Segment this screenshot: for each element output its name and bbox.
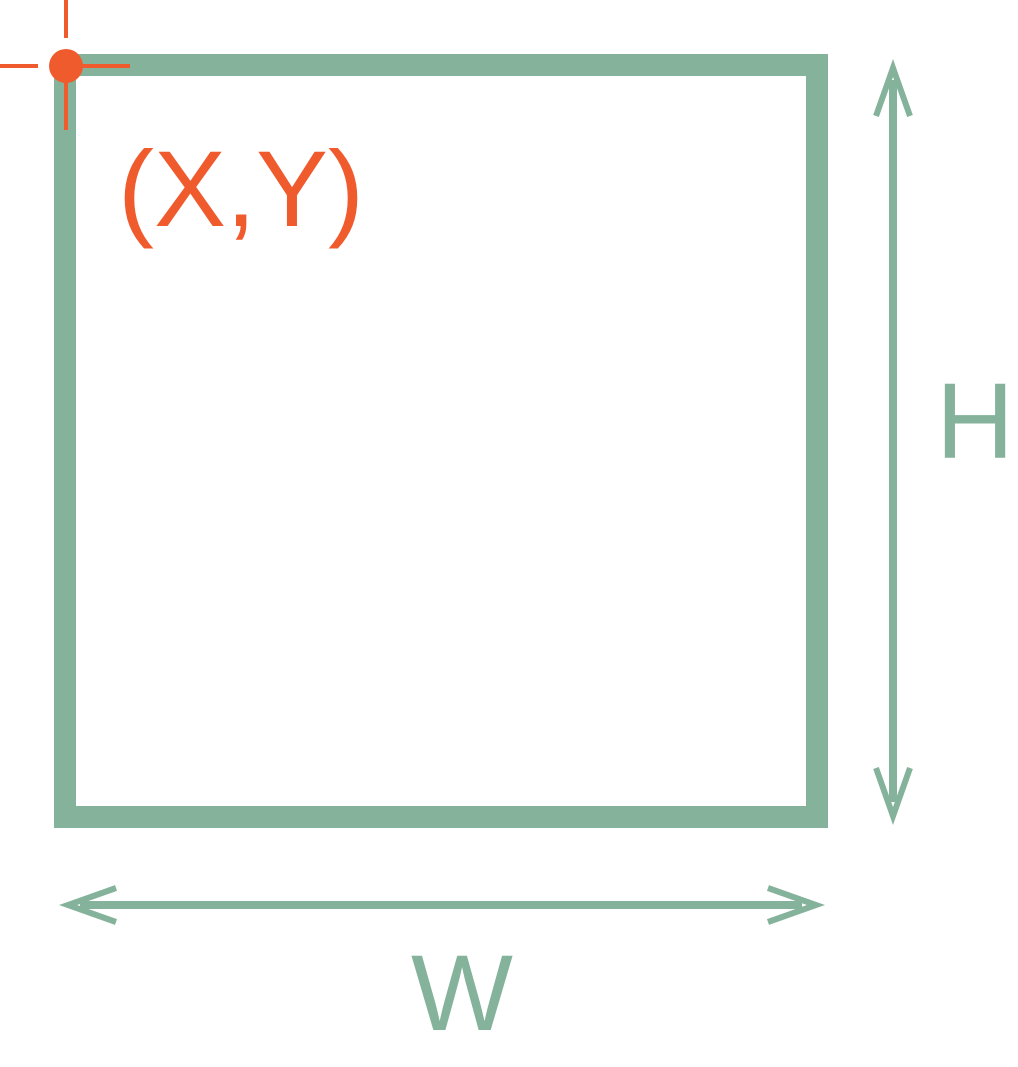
origin-dot (49, 49, 83, 83)
height-arrowhead-top (873, 59, 913, 118)
width-arrowhead-right (766, 885, 825, 925)
width-arrowhead-left (59, 885, 118, 925)
height-dimension-arrow (873, 59, 913, 825)
origin-label: (X,Y) (118, 128, 364, 249)
width-label: W (411, 932, 513, 1053)
height-arrowhead-bottom (873, 766, 913, 825)
width-dimension-arrow (59, 885, 825, 925)
origin-marker (0, 0, 130, 130)
bounding-rectangle (54, 54, 828, 828)
height-label: H (936, 360, 1014, 481)
